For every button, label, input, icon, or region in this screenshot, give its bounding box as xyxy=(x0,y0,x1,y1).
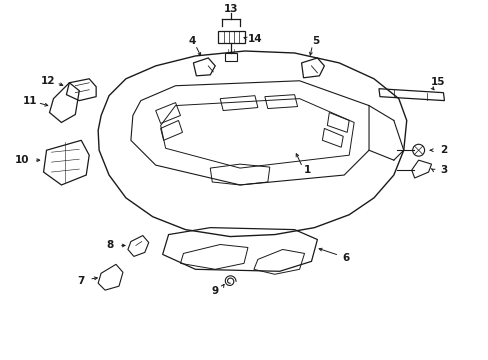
Text: 5: 5 xyxy=(311,36,319,46)
Text: 8: 8 xyxy=(106,240,113,251)
Text: 12: 12 xyxy=(41,76,56,86)
Text: 11: 11 xyxy=(22,96,37,105)
Text: 4: 4 xyxy=(188,36,196,46)
Text: 9: 9 xyxy=(211,286,218,296)
Text: 6: 6 xyxy=(342,253,349,264)
Text: 7: 7 xyxy=(78,276,85,286)
Text: 13: 13 xyxy=(224,4,238,14)
Text: 14: 14 xyxy=(247,34,262,44)
Text: 3: 3 xyxy=(439,165,446,175)
Text: 10: 10 xyxy=(15,155,29,165)
Text: 2: 2 xyxy=(439,145,446,155)
Text: 1: 1 xyxy=(303,165,310,175)
Text: 15: 15 xyxy=(430,77,445,87)
